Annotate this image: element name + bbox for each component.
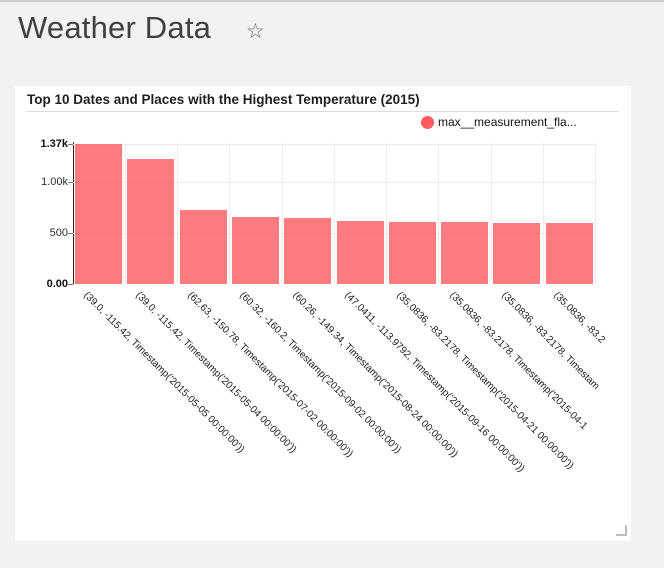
y-axis-tick-mark [68,232,73,234]
card-resize-handle[interactable] [616,525,627,536]
y-axis-line [73,142,74,284]
chart-title-divider [27,111,619,112]
y-axis-tick-label: 1.00k [41,175,68,188]
vertical-gridline [490,143,492,284]
y-axis-tick-label: 0.00 [46,278,68,290]
bar[interactable] [388,222,436,284]
x-axis-category-label: (35.0836, -83.2178, Timestamp('2015-04-2… [394,290,576,472]
bar[interactable] [336,221,384,284]
bar[interactable] [179,210,227,284]
vertical-gridline [438,143,440,284]
vertical-gridline [176,143,178,284]
chart-card: Top 10 Dates and Places with the Highest… [15,86,631,541]
vertical-gridline [229,143,231,284]
bar[interactable] [127,159,175,284]
chart-legend-item[interactable]: max__measurement_fla... [421,115,577,129]
y-axis-tick-mark [68,284,73,285]
vertical-gridline [333,143,335,284]
bar[interactable] [493,222,541,284]
bar[interactable] [441,222,489,284]
vertical-gridline [595,143,597,284]
dashboard-header: Weather Data ☆ [18,10,265,64]
legend-series-dot-icon [421,115,434,129]
favorite-star-icon[interactable]: ☆ [246,20,265,43]
page-title: Weather Data [18,10,212,45]
bar[interactable] [75,144,122,284]
y-axis-tick-mark [68,144,73,145]
y-axis-tick-mark [68,181,73,183]
y-axis-tick-label: 1.37k [40,138,68,150]
plot-area: 0.00 500 1.00k 1.37k (39.0, -115.42, Timesta… [15,86,631,541]
chart-title: Top 10 Dates and Places with the Highest… [27,92,420,107]
x-axis-category-label: (35.0836, -83.2178, Timestam [499,290,602,393]
vertical-gridline [124,143,126,284]
y-axis-tick-label: 500 [49,226,68,239]
x-axis-category-label: (35.0836, -83.2 [551,290,608,346]
vertical-gridline [281,143,283,284]
vertical-gridline [386,143,388,284]
x-axis-category-label: (47.0411, -113.9792, Timestamp('2015-09-… [342,290,527,475]
vertical-gridline [543,143,545,284]
bar[interactable] [231,217,279,284]
bar[interactable] [545,222,593,284]
legend-series-label: max__measurement_fla... [438,115,577,129]
bar[interactable] [284,218,332,284]
